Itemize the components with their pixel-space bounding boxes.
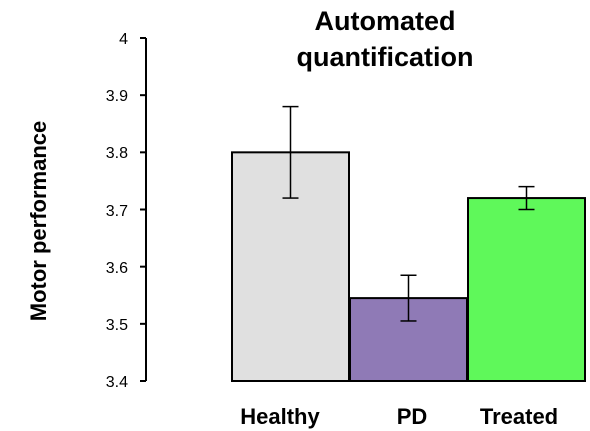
x-tick-label-treated: Treated (480, 404, 558, 429)
y-tick-label: 4 (119, 31, 128, 48)
y-tick-label: 3.5 (106, 317, 128, 334)
error-bars (282, 105, 535, 322)
y-ticks (140, 37, 146, 382)
error-bar-treated (518, 185, 535, 211)
y-tick-label: 3.7 (106, 203, 128, 220)
chart-title-line-2: quantification (297, 42, 474, 72)
chart-title-line-1: Automated (315, 6, 456, 36)
error-bar-pd (400, 274, 417, 322)
y-tick-label: 3.9 (106, 88, 128, 105)
y-tick-label: 3.8 (106, 145, 128, 162)
y-tick-label: 3.6 (106, 260, 128, 277)
x-tick-label-healthy: Healthy (240, 404, 320, 429)
x-tick-label-pd: PD (397, 404, 428, 429)
error-bar-healthy (282, 105, 299, 199)
y-axis-label: Motor performance (26, 121, 51, 321)
bar-treated (467, 197, 586, 382)
y-tick-label: 3.4 (106, 374, 128, 391)
